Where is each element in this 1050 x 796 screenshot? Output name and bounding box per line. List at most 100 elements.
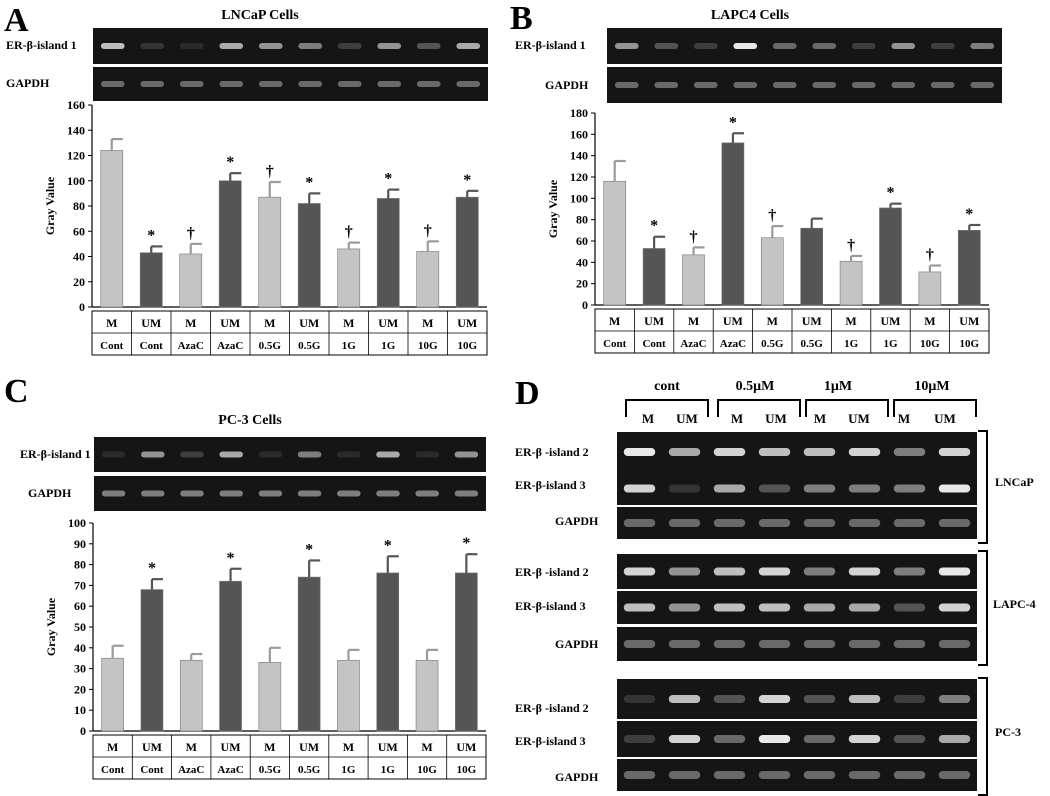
gel-band [938, 640, 971, 648]
bar [455, 572, 478, 732]
category-label: UM [378, 316, 398, 330]
gel-band [101, 451, 126, 458]
category-label: M [767, 314, 778, 328]
gel-band [298, 81, 323, 87]
bar [682, 254, 705, 306]
cell-line-label: PC-3 [995, 725, 1021, 739]
gel-band [101, 490, 126, 497]
gel-band [668, 519, 701, 527]
gel-row-label: GAPDH [28, 486, 72, 500]
category-label: M [186, 740, 197, 754]
panel-letter: C [4, 373, 29, 410]
category-label: Cont [140, 340, 164, 352]
bar [800, 227, 824, 306]
bar [603, 180, 627, 306]
gel-band [812, 43, 837, 49]
significance-mark: † [187, 225, 195, 242]
gel-band [930, 82, 955, 88]
gel-band [803, 771, 836, 779]
gel-band [848, 484, 881, 493]
concentration-label: 1μM [823, 379, 853, 394]
gel-band [668, 771, 701, 779]
cell-line-label: LAPC-4 [993, 597, 1036, 611]
y-tick-label: 20 [73, 275, 85, 289]
y-tick-label: 80 [73, 199, 85, 213]
gel-bands [614, 43, 995, 49]
y-tick-label: 80 [576, 213, 588, 227]
gel-band [893, 484, 926, 493]
gel-bands [100, 43, 481, 49]
gel-band [938, 519, 971, 527]
y-tick-label: 0 [79, 300, 85, 314]
gel-band [848, 695, 881, 703]
panel-a: A LNCaP Cells ER-β-island 1 GAPDH 0 20 40 6… [0, 0, 500, 370]
significance-mark: † [847, 237, 855, 254]
group-bracket [978, 677, 988, 796]
gel-band [219, 451, 243, 458]
gel-band [623, 567, 656, 576]
gel-strip [617, 627, 977, 661]
gel-band [623, 484, 656, 493]
gel-band [848, 567, 881, 576]
y-tick-label: 40 [74, 641, 86, 655]
bar [101, 657, 124, 732]
gel-band [758, 484, 791, 493]
gel-band [772, 43, 797, 49]
gel-band [713, 771, 746, 779]
gel-bands [623, 771, 971, 779]
significance-mark: * [650, 218, 658, 235]
y-tick-label: 60 [576, 234, 588, 248]
gel-band [772, 82, 797, 88]
gel-band [693, 82, 718, 88]
gel-band [100, 81, 125, 87]
concentration-label: 10μM [914, 379, 950, 394]
gel-band [713, 603, 746, 612]
significance-mark: † [690, 228, 698, 245]
gel-bands [623, 603, 971, 612]
gel-band [614, 43, 639, 49]
gel-strip [94, 437, 486, 472]
gel-band [893, 771, 926, 779]
category-label: 1G [342, 340, 357, 352]
gel-band [623, 640, 656, 648]
gel-band [713, 519, 746, 527]
significance-mark: * [729, 114, 737, 131]
gel-band [733, 43, 758, 49]
gel-strip [93, 28, 488, 64]
gel-band [851, 82, 876, 88]
gel-band [938, 484, 971, 493]
bar-chart: 0 20 40 60 80 100 120 140 160 180 Gray Value * † * † † *… [546, 106, 990, 354]
gel-band [297, 451, 322, 458]
category-label: 1G [381, 340, 396, 352]
gel-bands [623, 519, 971, 527]
y-tick-label: 100 [68, 516, 86, 530]
significance-mark: * [965, 206, 973, 223]
category-label: 0.5G [259, 764, 282, 776]
gel-band [893, 448, 926, 456]
bar [879, 207, 902, 306]
significance-mark: * [887, 185, 895, 202]
gel-band [377, 81, 402, 87]
lane-bracket [717, 399, 801, 417]
category-label: 10G [418, 340, 438, 352]
gel-bands [623, 448, 971, 456]
gel-strip [617, 554, 977, 589]
gel-band [938, 695, 971, 703]
category-label: 1G [341, 764, 356, 776]
gel-band [337, 451, 361, 458]
gel-band [258, 490, 283, 497]
gel-row-label: GAPDH [545, 78, 589, 92]
bar-chart: 0 20 40 60 80 100 120 140 160 Gray Value * † * † * † * † *… [43, 98, 488, 356]
gel-band [298, 43, 323, 49]
panel-letter: A [4, 2, 29, 39]
significance-mark: * [384, 537, 392, 554]
bar [721, 142, 745, 306]
category-label: M [609, 314, 620, 328]
gel-band [893, 735, 926, 743]
bar [337, 659, 360, 732]
significance-mark: † [424, 222, 432, 239]
gel-row-label: ER-β-island 3 [515, 599, 586, 613]
lane-bracket [625, 399, 709, 417]
gel-band [851, 43, 876, 49]
category-label: M [421, 740, 432, 754]
